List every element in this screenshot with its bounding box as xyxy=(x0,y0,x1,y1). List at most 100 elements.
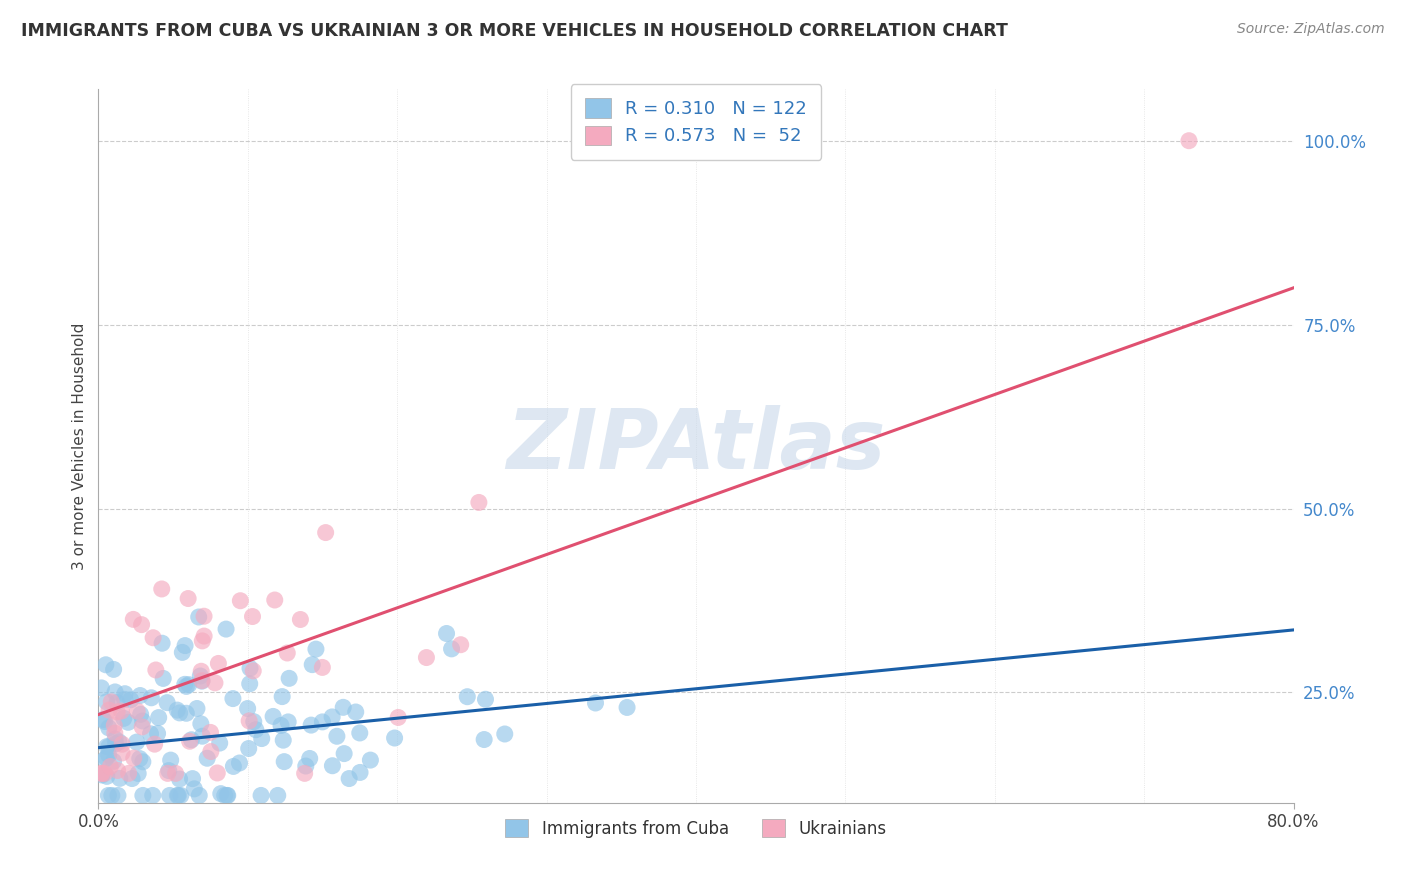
Point xyxy=(311,660,333,674)
Point xyxy=(321,758,343,772)
Point xyxy=(440,641,463,656)
Point xyxy=(215,622,238,636)
Point xyxy=(105,705,128,719)
Point xyxy=(181,772,204,786)
Point xyxy=(165,766,187,780)
Point xyxy=(337,772,360,786)
Point xyxy=(190,716,212,731)
Point xyxy=(105,696,128,710)
Point xyxy=(245,723,267,737)
Point xyxy=(262,709,284,723)
Point xyxy=(132,789,155,803)
Point xyxy=(129,707,152,722)
Point xyxy=(276,646,298,660)
Point xyxy=(349,726,371,740)
Point xyxy=(110,704,132,718)
Point xyxy=(193,629,215,643)
Point xyxy=(183,781,205,796)
Point xyxy=(207,766,229,780)
Point xyxy=(146,726,169,740)
Point xyxy=(315,525,337,540)
Text: ZIPAtlas: ZIPAtlas xyxy=(506,406,886,486)
Point xyxy=(91,768,114,782)
Point xyxy=(166,703,188,717)
Point xyxy=(174,639,197,653)
Point xyxy=(239,677,262,691)
Point xyxy=(141,690,163,705)
Point xyxy=(456,690,478,704)
Y-axis label: 3 or more Vehicles in Household: 3 or more Vehicles in Household xyxy=(72,322,87,570)
Point xyxy=(305,642,328,657)
Point xyxy=(131,617,153,632)
Point xyxy=(108,735,131,749)
Point xyxy=(585,696,607,710)
Point xyxy=(173,677,195,691)
Point xyxy=(177,591,200,606)
Point xyxy=(250,731,273,746)
Point xyxy=(332,700,354,714)
Point xyxy=(239,661,262,675)
Point xyxy=(169,772,191,786)
Point xyxy=(131,714,153,728)
Point xyxy=(145,663,167,677)
Point xyxy=(217,789,239,803)
Point xyxy=(472,732,495,747)
Point xyxy=(236,701,259,715)
Point xyxy=(273,755,295,769)
Point xyxy=(191,674,214,689)
Point xyxy=(111,746,134,760)
Point xyxy=(90,681,112,695)
Point xyxy=(267,789,290,803)
Point xyxy=(107,764,129,778)
Point xyxy=(150,636,173,650)
Point xyxy=(90,766,112,780)
Point xyxy=(100,695,122,709)
Point xyxy=(90,766,112,780)
Point xyxy=(96,751,118,765)
Point xyxy=(468,495,491,509)
Point xyxy=(450,638,472,652)
Point xyxy=(159,789,181,803)
Point xyxy=(359,753,381,767)
Point xyxy=(321,710,343,724)
Point xyxy=(229,593,252,607)
Point xyxy=(97,789,120,803)
Point xyxy=(127,704,149,718)
Point xyxy=(103,662,125,676)
Point xyxy=(208,736,231,750)
Point xyxy=(326,729,349,743)
Point xyxy=(108,772,131,786)
Point xyxy=(142,789,165,803)
Point xyxy=(176,680,198,694)
Point xyxy=(143,737,166,751)
Point xyxy=(217,789,239,803)
Point xyxy=(101,789,124,803)
Point xyxy=(294,766,316,780)
Point xyxy=(96,769,118,783)
Point xyxy=(186,701,208,715)
Point xyxy=(298,751,321,765)
Legend: Immigrants from Cuba, Ukrainians: Immigrants from Cuba, Ukrainians xyxy=(498,813,894,845)
Point xyxy=(112,711,135,725)
Point xyxy=(174,706,197,721)
Point xyxy=(242,664,264,678)
Point xyxy=(104,737,127,751)
Point xyxy=(214,789,236,803)
Point xyxy=(93,714,115,729)
Point xyxy=(200,725,222,739)
Point xyxy=(277,714,299,729)
Point xyxy=(91,713,114,727)
Point xyxy=(238,741,260,756)
Point xyxy=(96,695,118,709)
Point xyxy=(117,715,139,730)
Point xyxy=(278,671,301,685)
Point xyxy=(271,690,294,704)
Point xyxy=(204,675,226,690)
Point xyxy=(242,609,264,624)
Point xyxy=(104,731,127,746)
Point xyxy=(294,759,316,773)
Point xyxy=(97,747,120,762)
Point xyxy=(207,657,229,671)
Point xyxy=(114,692,136,706)
Point xyxy=(142,631,165,645)
